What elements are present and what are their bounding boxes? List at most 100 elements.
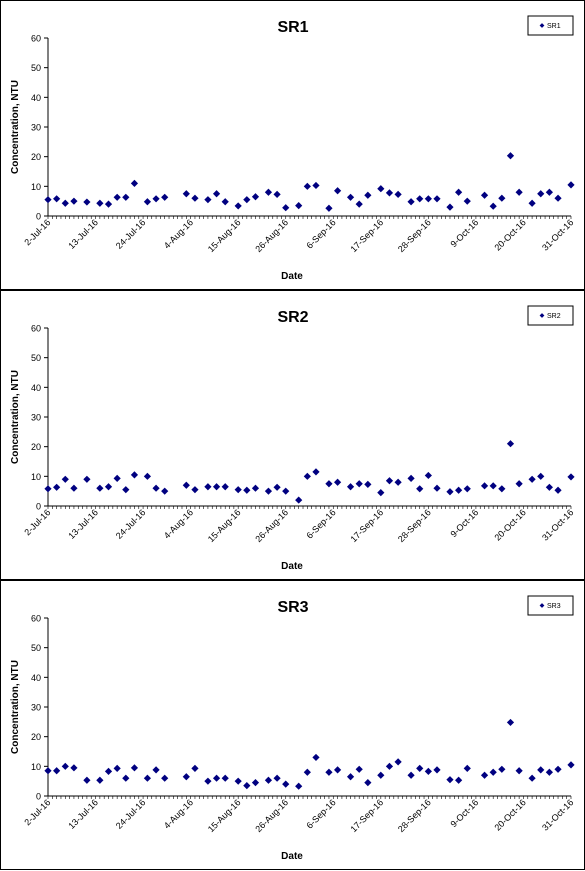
data-point [44,196,52,204]
legend-label: SR3 [547,603,561,610]
data-point [346,773,355,781]
data-point [312,181,320,190]
data-point [416,764,424,773]
data-point [364,191,372,199]
legend-box [527,15,574,36]
data-point [161,487,169,495]
data-point [506,152,515,160]
x-tick-label: 9-Oct-16 [448,217,480,249]
data-point [407,771,415,779]
data-point [282,487,290,495]
data-point [364,480,372,488]
data-point [433,195,441,203]
data-point [295,782,303,790]
x-tick-label: 9-Oct-16 [448,507,480,539]
x-tick-label: 31-Oct-16 [540,217,575,252]
data-point [191,486,199,494]
data-point [96,484,104,492]
data-point [221,774,229,782]
data-point [303,182,311,190]
y-tick-label: 20 [31,442,41,452]
x-tick-label: 26-Aug-16 [253,797,290,834]
y-tick-label: 30 [31,123,41,133]
x-tick-label: 2-Jul-16 [22,507,52,537]
data-point [480,771,489,779]
data-point [416,485,424,493]
data-point [61,475,69,483]
data-point [355,765,363,773]
data-point [489,202,497,210]
data-point [122,774,130,782]
data-point [545,188,553,196]
data-point [70,764,78,772]
data-point [243,782,251,790]
x-tick-label: 28-Sep-16 [396,217,433,254]
data-point [104,767,113,775]
data-point [567,181,575,189]
x-tick-label: 26-Aug-16 [253,507,290,544]
data-point [455,486,463,494]
x-tick-label: 13-Jul-16 [66,797,100,831]
x-tick-label: 26-Aug-16 [253,217,290,254]
data-point [44,485,52,493]
data-point [221,198,229,206]
data-point [506,718,515,727]
legend-marker [539,603,545,608]
data-point [113,764,121,773]
data-point [333,187,342,195]
data-point [394,478,402,486]
x-tick-label: 24-Jul-16 [114,217,148,251]
data-point [282,204,290,212]
data-point [355,200,363,208]
x-tick-label: 13-Jul-16 [66,507,100,541]
chart-panel-sr2: SR2 0 10 20 30 40 50 60 2-Jul-16 13-Jul-16 24-Jul-… [0,290,585,580]
data-point [407,198,415,206]
legend-box [527,305,574,326]
data-point [325,480,333,488]
x-tick-label: 20-Oct-16 [492,507,527,542]
y-tick-label: 40 [31,673,41,683]
data-point [182,190,190,198]
data-point [130,764,139,772]
y-axis-title: Concentration, NTU [10,660,21,754]
x-tick-label: 17-Sep-16 [348,797,385,834]
data-point [273,190,281,198]
data-point [446,488,454,496]
data-point [333,478,342,486]
data-point [545,768,553,776]
x-tick-label: 9-Oct-16 [448,797,480,829]
data-point [204,483,212,491]
data-point [433,484,441,492]
data-point [325,768,333,776]
x-tick-label: 31-Oct-16 [540,797,575,832]
chart-title: SR1 [277,19,308,36]
data-point [498,194,506,202]
data-point [463,764,471,773]
data-point [204,196,212,204]
data-point [394,758,402,766]
data-point [191,194,199,202]
x-tick-label: 28-Sep-16 [396,507,433,544]
data-point [130,179,139,187]
data-point [489,768,497,776]
data-point [424,767,432,775]
data-point [295,202,303,210]
x-axis-title: Date [281,851,303,862]
x-tick-label: 2-Jul-16 [22,217,52,247]
x-tick-label: 20-Oct-16 [492,217,527,252]
x-axis-title: Date [281,561,303,572]
data-point [273,483,281,491]
data-point [161,193,169,201]
x-tick-label: 2-Jul-16 [22,797,52,827]
y-tick-label: 0 [36,792,41,802]
data-point [113,474,121,483]
data-point [515,188,523,196]
data-point [282,780,290,788]
data-point [161,774,169,782]
data-point [251,193,260,201]
data-point [480,191,489,199]
data-point [152,766,160,774]
y-tick-label: 10 [31,182,41,192]
data-point [498,485,506,493]
chart-sr3-svg: SR3 0 10 20 30 40 50 60 2-Jul-16 13-Jul-16 24-Jul-… [10,595,575,862]
